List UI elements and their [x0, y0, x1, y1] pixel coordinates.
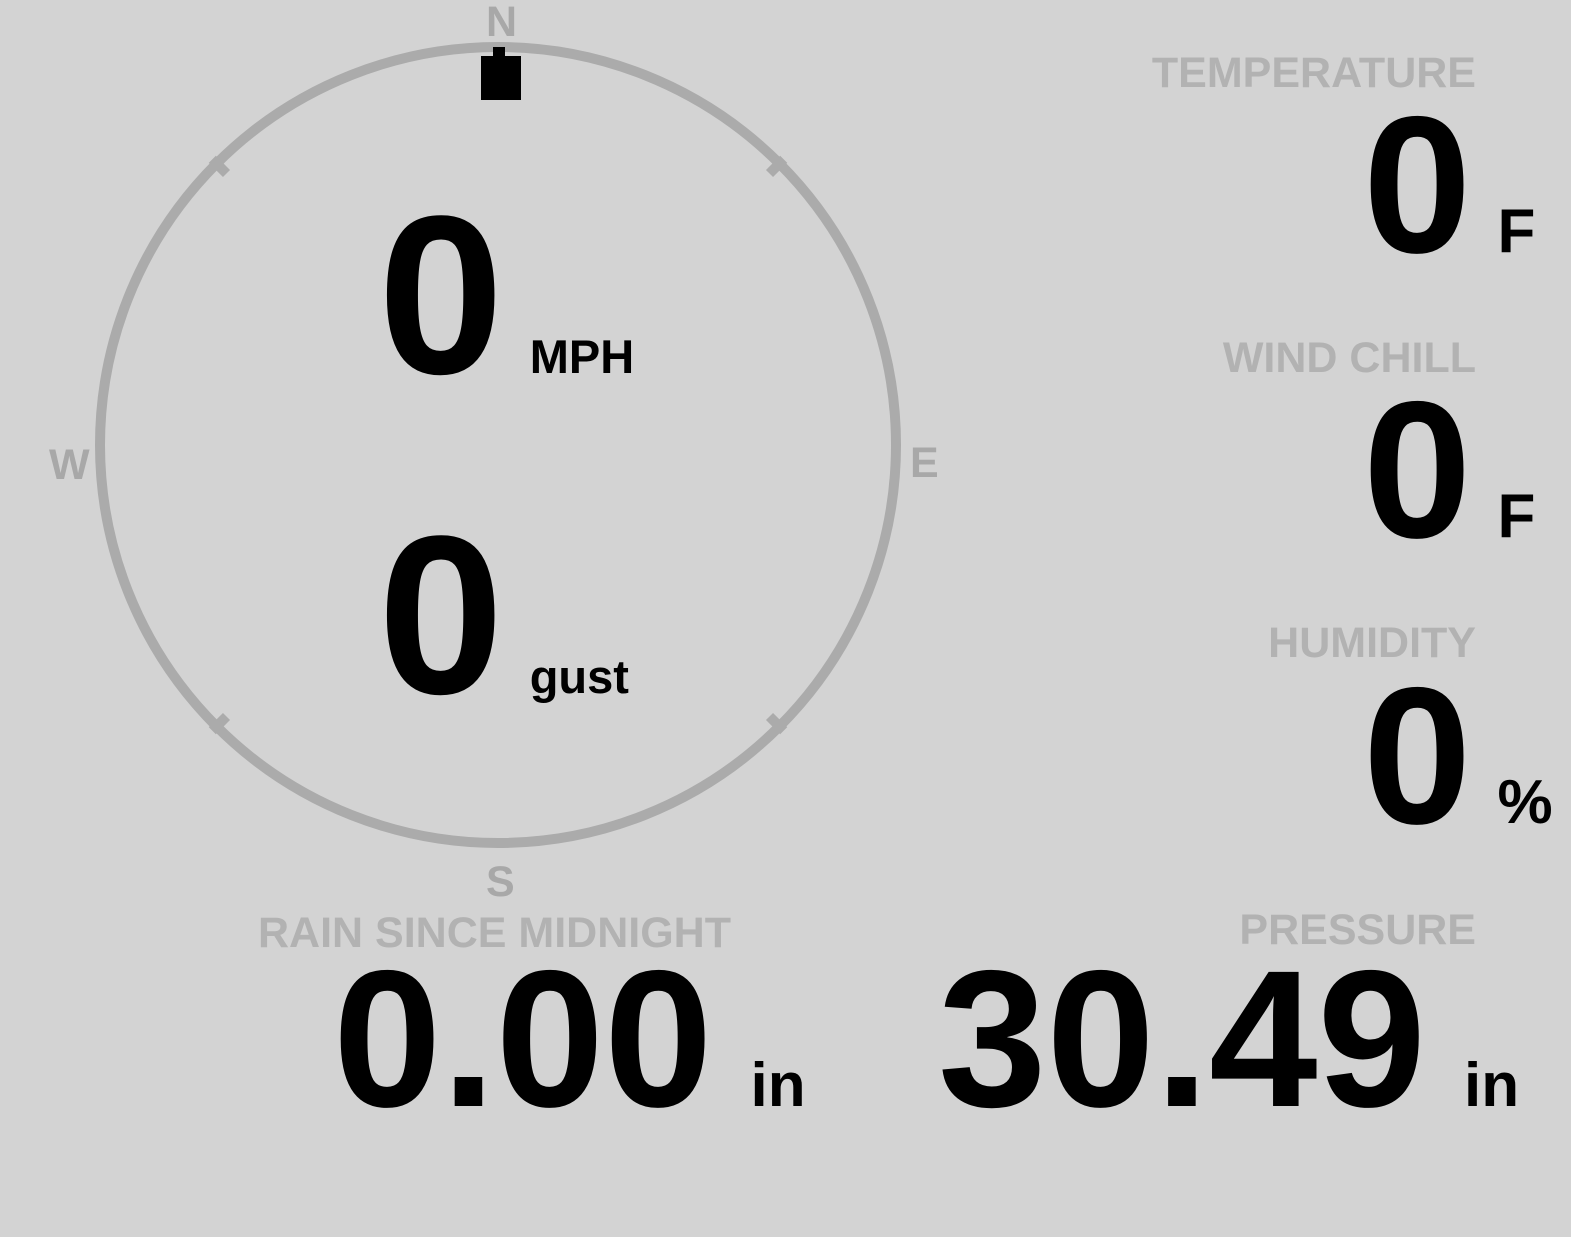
temperature-value: 0: [1363, 76, 1472, 294]
wind-gust-value: 0: [378, 488, 504, 741]
humidity-reading: 0 %: [1363, 659, 1553, 854]
rain-since-midnight-value: 0.00: [333, 930, 713, 1148]
wind-speed-unit: MPH: [529, 330, 635, 383]
wind-speed-reading: 0 MPH: [378, 182, 634, 408]
compass-cardinal-east: E: [910, 439, 939, 487]
wind-direction-tick-icon: [493, 47, 505, 57]
compass-tick-ne-icon: [765, 155, 788, 178]
pressure-label: PRESSURE: [1239, 906, 1476, 954]
rain-since-midnight-reading: 0.00 in: [333, 942, 806, 1137]
temperature-label: TEMPERATURE: [1151, 49, 1476, 97]
wind-chill-unit: F: [1497, 482, 1536, 551]
pressure-reading: 30.49 in: [938, 942, 1519, 1137]
wind-gust-reading: 0 gust: [378, 502, 629, 728]
wind-chill-label: WIND CHILL: [1222, 334, 1476, 382]
compass-cardinal-north: N: [486, 0, 518, 46]
rain-since-midnight-unit: in: [750, 1051, 806, 1120]
humidity-label: HUMIDITY: [1268, 619, 1476, 667]
wind-compass: N E S W 0 MPH 0 gust: [0, 0, 1000, 950]
wind-speed-value: 0: [378, 168, 504, 421]
wind-gust-unit: gust: [529, 650, 629, 703]
wind-chill-value: 0: [1363, 361, 1472, 579]
pressure-unit: in: [1463, 1051, 1520, 1120]
temperature-reading: 0 F: [1363, 88, 1535, 283]
compass-tick-sw-icon: [208, 712, 231, 735]
compass-cardinal-south: S: [486, 858, 515, 906]
compass-tick-se-icon: [765, 712, 788, 735]
rain-since-midnight-label: RAIN SINCE MIDNIGHT: [258, 909, 731, 957]
compass-ring-graphic: [95, 42, 901, 848]
pressure-value: 30.49: [938, 930, 1426, 1148]
humidity-value: 0: [1363, 647, 1472, 865]
wind-chill-reading: 0 F: [1363, 373, 1535, 568]
wind-direction-marker-icon: [481, 56, 521, 100]
compass-cardinal-west: W: [49, 441, 90, 489]
temperature-unit: F: [1497, 197, 1536, 266]
humidity-unit: %: [1497, 768, 1553, 837]
compass-tick-nw-icon: [208, 155, 231, 178]
